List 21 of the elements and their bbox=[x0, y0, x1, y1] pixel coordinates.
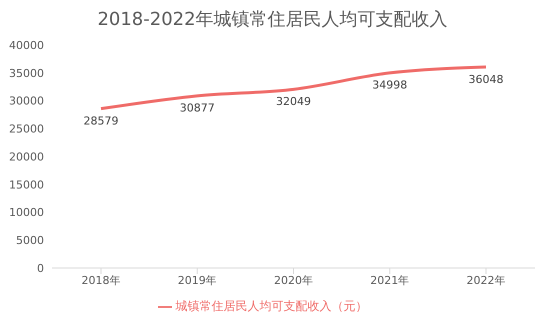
legend-label: 城镇常住居民人均可支配收入（元） bbox=[176, 299, 368, 313]
data-label: 36048 bbox=[468, 72, 504, 86]
x-tick-label: 2019年 bbox=[178, 274, 217, 287]
y-tick-label: 40000 bbox=[9, 38, 44, 52]
data-label: 28579 bbox=[84, 114, 118, 128]
x-tick-label: 2021年 bbox=[370, 274, 410, 287]
data-label: 32049 bbox=[276, 95, 311, 108]
x-tick-label: 2020年 bbox=[274, 274, 313, 287]
y-tick-label: 20000 bbox=[9, 150, 44, 164]
y-tick-label: 35000 bbox=[9, 66, 44, 80]
y-tick-label: 25000 bbox=[9, 122, 44, 136]
y-tick-label: 5000 bbox=[16, 234, 44, 248]
data-label: 30877 bbox=[180, 102, 215, 115]
x-tick-label: 2022年 bbox=[466, 274, 506, 287]
chart-title: 2018-2022年城镇常住居民人均可支配收入 bbox=[96, 8, 449, 32]
y-tick-label: 15000 bbox=[9, 178, 44, 192]
y-tick-label: 0 bbox=[37, 262, 44, 275]
x-tick-label: 2018年 bbox=[82, 274, 120, 287]
y-tick-label: 30000 bbox=[9, 94, 44, 108]
y-tick-label: 10000 bbox=[9, 206, 44, 220]
data-label: 34998 bbox=[372, 78, 408, 92]
